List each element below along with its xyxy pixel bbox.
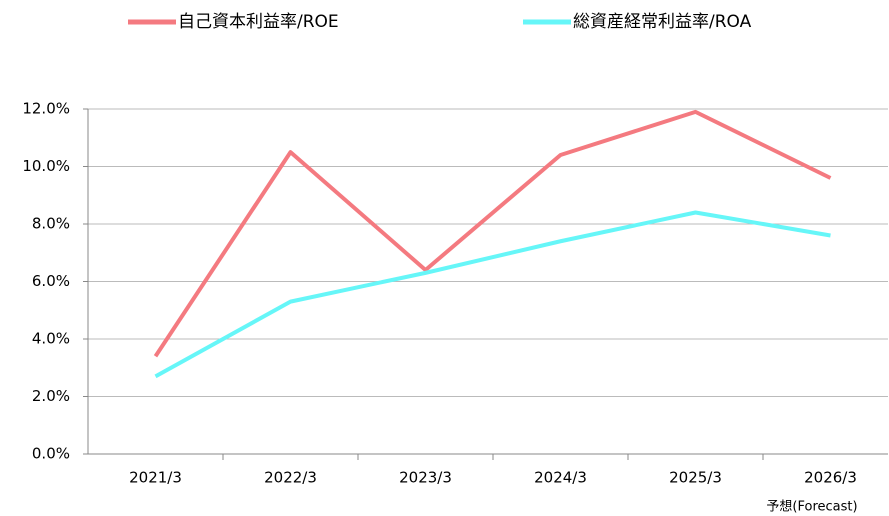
x-tick-label: 2021/3 <box>129 469 182 487</box>
y-tick-label: 0.0% <box>32 445 70 463</box>
y-tick-label: 12.0% <box>22 100 70 118</box>
y-tick-label: 2.0% <box>32 387 70 405</box>
y-tick-label: 10.0% <box>22 157 70 175</box>
x-tick-label: 2022/3 <box>264 469 317 487</box>
y-tick-label: 6.0% <box>32 272 70 290</box>
legend-label: 自己資本利益率/ROE <box>178 12 339 32</box>
x-tick-label: 2026/3 <box>804 469 857 487</box>
forecast-note: 予想(Forecast) <box>766 499 857 515</box>
x-tick-label: 2023/3 <box>399 469 452 487</box>
legend-label: 総資産経常利益率/ROA <box>573 12 752 32</box>
x-tick-label: 2025/3 <box>669 469 722 487</box>
x-tick-label: 2024/3 <box>534 469 587 487</box>
series-line <box>154 210 831 379</box>
y-tick-label: 4.0% <box>32 330 70 348</box>
y-tick-label: 8.0% <box>32 215 70 233</box>
series-line <box>153 109 832 358</box>
